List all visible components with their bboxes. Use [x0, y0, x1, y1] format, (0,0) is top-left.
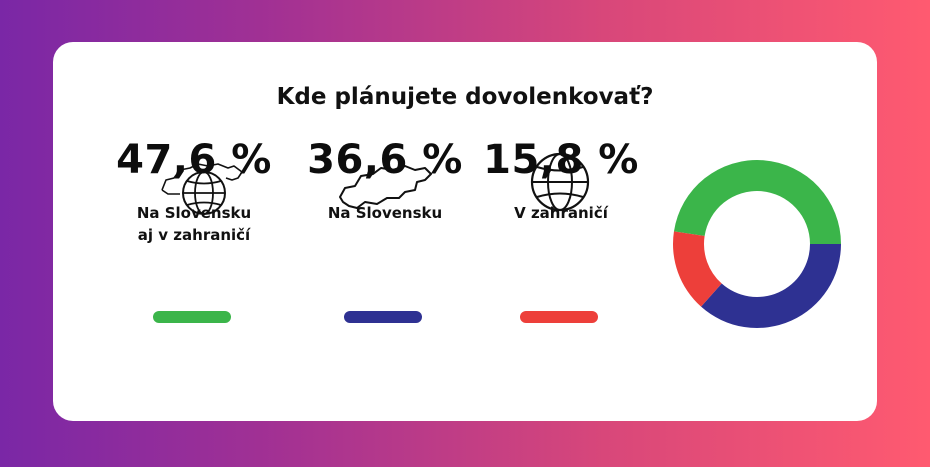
stat-label: V zahraničí	[514, 204, 608, 222]
chart-title: Kde plánujete dovolenkovať?	[276, 84, 654, 110]
donut-slice-3	[673, 231, 722, 307]
stat-color-bar	[520, 311, 598, 323]
slovakia-map-icon	[339, 165, 432, 209]
stat-color-bar	[344, 311, 422, 323]
stat-abroad: 15,8 % V zahraničí	[461, 42, 661, 421]
stat-slovakia-and-abroad: 47,6 % Na Slovensku aj v zahraničí	[94, 42, 294, 421]
donut-slice-1	[673, 160, 841, 244]
stat-label: Na Slovensku	[327, 204, 443, 222]
stat-slovakia: 36,6 % Na Slovensku	[285, 42, 485, 421]
donut-chart	[673, 160, 841, 328]
stat-value: 15,8 %	[483, 137, 639, 183]
survey-card: Kde plánujete dovolenkovať? 47,6 % Na Sl…	[53, 42, 877, 421]
slovakia-globe-icon	[161, 163, 243, 215]
donut-slice-2	[701, 244, 841, 328]
globe-icon	[530, 152, 590, 212]
stat-value: 36,6 %	[307, 137, 463, 183]
stat-label: Na Slovensku aj v zahraničí	[136, 204, 252, 244]
stat-color-bar	[153, 311, 231, 323]
stat-value: 47,6 %	[116, 137, 272, 183]
